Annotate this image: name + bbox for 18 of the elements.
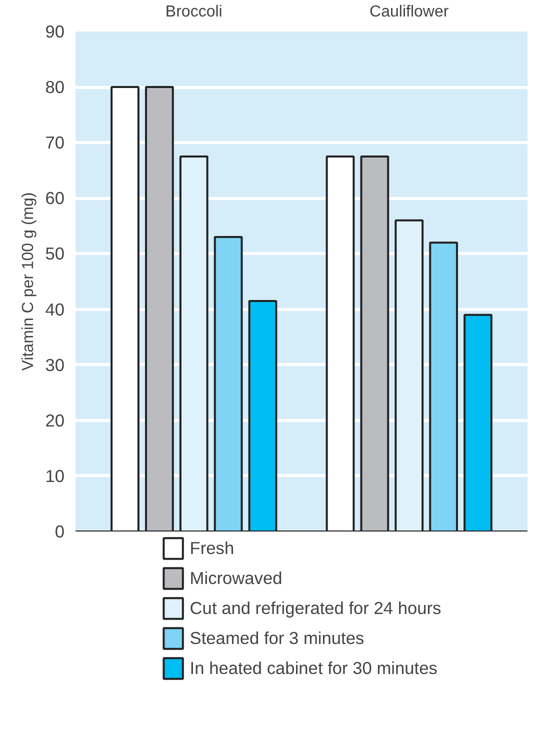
y-axis-title: Vitamin C per 100 g (mg) xyxy=(20,192,38,371)
legend-label: Cut and refrigerated for 24 hours xyxy=(190,598,442,618)
y-tick-label: 40 xyxy=(45,299,65,320)
y-tick-label: 70 xyxy=(45,132,65,153)
y-tick-label: 0 xyxy=(54,522,65,542)
legend-label: In heated cabinet for 30 minutes xyxy=(190,658,438,678)
legend-label: Steamed for 3 minutes xyxy=(190,628,364,648)
x-tick-label: Cauliflower xyxy=(370,4,450,20)
legend-label: Fresh xyxy=(190,538,234,558)
y-tick-label: 60 xyxy=(45,188,65,208)
y-tick-label: 80 xyxy=(45,77,65,98)
y-tick-label: 50 xyxy=(45,244,65,264)
y-tick-label: 10 xyxy=(45,466,65,486)
x-tick-label: Broccoli xyxy=(165,4,222,20)
legend-label: Microwaved xyxy=(190,568,282,588)
y-tick-label: 20 xyxy=(45,410,65,430)
y-tick-label: 90 xyxy=(45,22,65,42)
y-tick-label: 30 xyxy=(45,354,65,375)
